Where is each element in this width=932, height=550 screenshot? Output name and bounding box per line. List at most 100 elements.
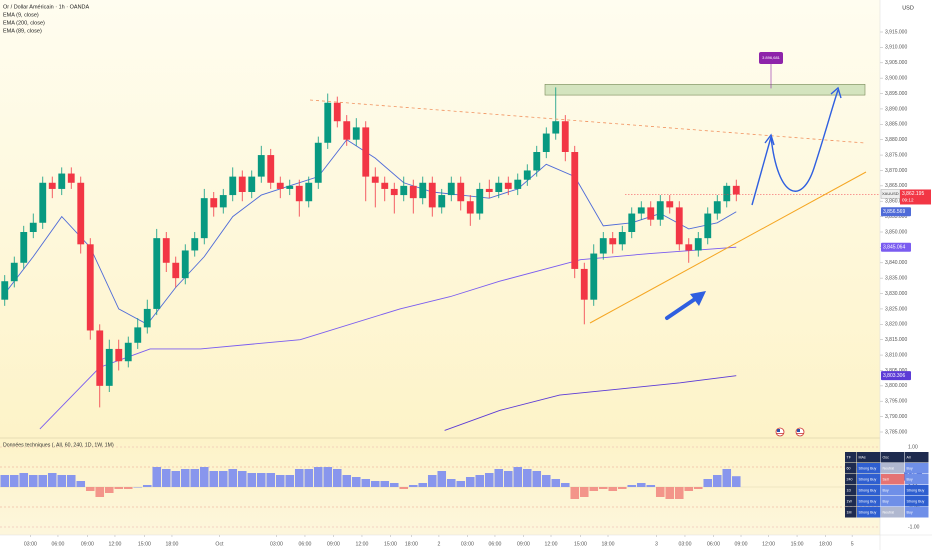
candle-body (675, 207, 683, 245)
table-cell (845, 485, 857, 496)
rating-bar (0, 475, 10, 487)
table-cell (905, 507, 929, 518)
candle-body (362, 127, 370, 177)
rating-bar (389, 483, 399, 487)
candle-body (333, 102, 341, 122)
candle-body (172, 262, 180, 279)
x-tick-label: 06:00 (488, 541, 501, 547)
rating-bar (9, 475, 19, 487)
rating-bar (418, 483, 428, 487)
candle-body (571, 152, 579, 269)
x-tick-label: 15:00 (574, 541, 587, 547)
rating-bar (570, 487, 580, 499)
candle-body (134, 327, 142, 343)
candle-body (514, 179, 522, 189)
rating-bar (693, 487, 703, 489)
event-flag (795, 427, 805, 437)
table-cell (845, 452, 857, 463)
candle-body (704, 213, 712, 239)
candle-body (105, 348, 113, 386)
time-axis (0, 535, 880, 550)
x-tick-label: 12:00 (108, 541, 121, 547)
projection-arrow (770, 89, 839, 192)
bullish-arrow-head (690, 291, 706, 306)
candle-body (381, 182, 389, 189)
table-cell (881, 463, 905, 474)
candle-body (295, 185, 303, 202)
candle-body (248, 176, 256, 192)
candle-body (238, 176, 246, 192)
rating-bar (636, 483, 646, 487)
x-tick-label: Oct (215, 541, 224, 547)
candle-body (257, 155, 265, 177)
price-tag-label: 3,862.195 (902, 191, 924, 197)
x-tick-label: 12:00 (545, 541, 558, 547)
rating-bar (503, 471, 513, 487)
x-tick-label: 09:00 (735, 541, 748, 547)
candle-body (628, 213, 636, 232)
ema-line (4, 139, 737, 325)
rating-bar (617, 487, 627, 489)
y-tick-label: 3,795.000 (885, 399, 907, 405)
table-text: Strong Buy (907, 488, 925, 492)
rating-bar (275, 475, 285, 487)
rating-bar (237, 471, 247, 487)
price-tag-label: 3,803.306 (883, 373, 905, 379)
projection-arrow (751, 136, 772, 206)
table-text: Buy (883, 488, 889, 492)
table-text: Buy (907, 466, 913, 470)
price-tag (881, 371, 911, 381)
table-cell (845, 496, 857, 507)
table-text: Buy (907, 477, 913, 481)
candle-body (542, 133, 550, 152)
rating-bar (712, 475, 722, 487)
y-tick-label: -1.00 (908, 524, 920, 530)
candle-body (656, 201, 664, 220)
rating-bar (85, 487, 95, 491)
table-cell (857, 507, 881, 518)
candle-body (685, 244, 693, 251)
legend-entry: EMA (200, close) (3, 20, 45, 26)
x-tick-label: 12:00 (355, 541, 368, 547)
candle-body (694, 238, 702, 251)
x-tick-label: 09:00 (327, 541, 340, 547)
candle-body (447, 182, 455, 196)
x-tick-label: 09:00 (81, 541, 94, 547)
table-cell (857, 474, 881, 485)
table-text: Neutral (883, 510, 895, 514)
rating-bar (589, 487, 599, 491)
rating-bar (342, 475, 352, 487)
candle-body (200, 198, 208, 239)
candle-body (67, 173, 75, 183)
candle-body (580, 268, 588, 300)
rating-bar (437, 471, 447, 487)
x-tick-label: 18:00 (602, 541, 615, 547)
candle-body (352, 127, 360, 140)
ema-line (444, 375, 737, 431)
y-tick-label: 3,890.000 (885, 106, 907, 112)
rating-bar (57, 475, 67, 487)
rating-bar (76, 481, 86, 487)
table-text: Buy (907, 510, 913, 514)
rating-bar (560, 483, 570, 487)
rating-bar (104, 487, 114, 493)
table-cell (857, 452, 881, 463)
candle-body (162, 238, 170, 263)
candle-body (219, 195, 227, 208)
candle-body (504, 182, 512, 189)
candle-body (409, 185, 417, 199)
currency: USD (902, 5, 914, 11)
rating-bar (532, 471, 542, 487)
candle-body (609, 238, 617, 245)
rating-bar (522, 469, 532, 487)
table-text: Buy (883, 499, 889, 503)
x-tick-label: 03:00 (270, 541, 283, 547)
x-tick-label: 09:00 (517, 541, 530, 547)
x-tick-label: 2 (437, 541, 440, 547)
rating-bar (171, 471, 181, 487)
table-text: Neutral (883, 466, 895, 470)
candle-body (48, 182, 56, 189)
x-tick-label: 06:00 (298, 541, 311, 547)
x-tick-label: 18:00 (165, 541, 178, 547)
candle-body (637, 207, 645, 214)
